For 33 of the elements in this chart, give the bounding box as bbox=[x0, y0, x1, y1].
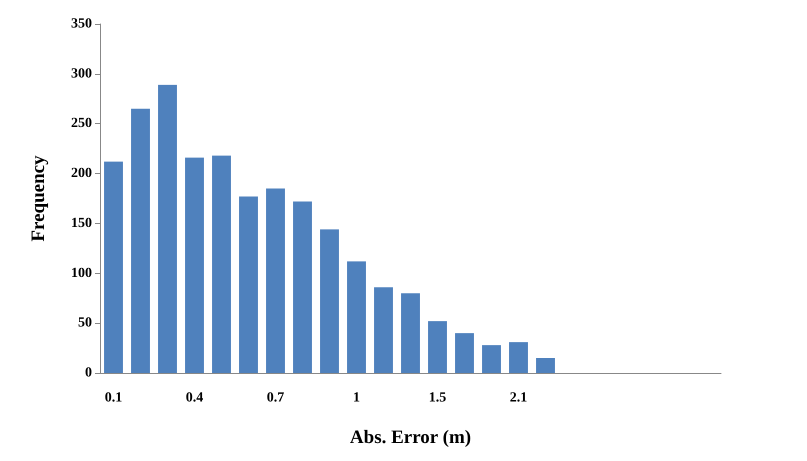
bar bbox=[320, 229, 339, 373]
y-tick-label: 0 bbox=[85, 366, 92, 380]
bar bbox=[482, 345, 501, 373]
x-tick-label: 1.5 bbox=[428, 390, 446, 406]
bar bbox=[104, 162, 123, 373]
x-tick-label: 1 bbox=[353, 390, 360, 406]
bar bbox=[455, 333, 474, 373]
bar bbox=[293, 201, 312, 373]
bar bbox=[185, 158, 204, 373]
bar bbox=[347, 261, 366, 373]
bar bbox=[509, 342, 528, 373]
bar bbox=[428, 321, 447, 373]
x-axis-title: Abs. Error (m) bbox=[350, 427, 472, 448]
y-tick-label: 200 bbox=[71, 166, 92, 182]
y-tick-label: 350 bbox=[71, 16, 92, 32]
x-tick-label: 0.7 bbox=[266, 390, 284, 406]
bar bbox=[401, 293, 420, 373]
bar bbox=[536, 358, 555, 373]
x-tick-label: 0.4 bbox=[186, 390, 204, 406]
bar bbox=[212, 156, 231, 373]
y-tick-label: 100 bbox=[71, 266, 92, 281]
y-tick-label: 150 bbox=[71, 216, 92, 231]
bar bbox=[158, 84, 177, 373]
bar bbox=[266, 188, 285, 373]
bar bbox=[131, 108, 150, 373]
x-tick-label: 0.1 bbox=[104, 390, 122, 406]
x-tick-label: 2.1 bbox=[510, 390, 528, 406]
y-tick-label: 250 bbox=[71, 116, 92, 132]
y-tick-label: 300 bbox=[71, 66, 92, 82]
bar bbox=[239, 196, 258, 373]
y-tick-label: 50 bbox=[78, 316, 92, 331]
y-axis-title: Frequency bbox=[28, 154, 49, 242]
bar bbox=[374, 287, 393, 373]
